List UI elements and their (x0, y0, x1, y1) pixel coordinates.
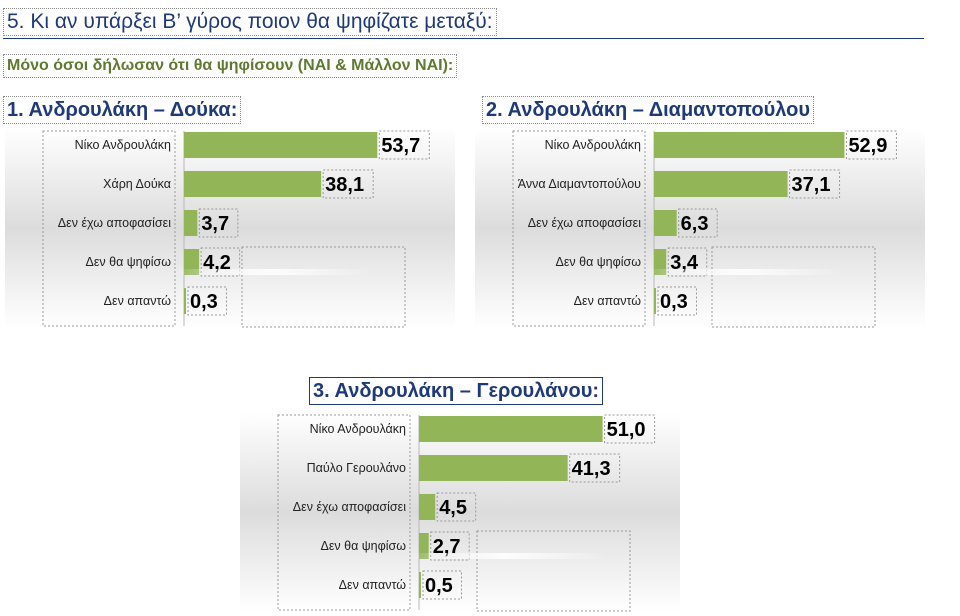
chart-1-value-label: 4,2 (203, 252, 231, 274)
chart-1-value-box (378, 130, 430, 160)
chart-2-bar (654, 132, 845, 158)
chart-1-category-label: Δεν θα ψηφίσω (85, 255, 171, 269)
chart-2-title: 2. Ανδρουλάκη – Διαμαντοπούλου (482, 96, 814, 124)
chart-1-category-label: Δεν έχω αποφασίσει (58, 216, 171, 230)
chart-2-bar (654, 249, 667, 275)
chart-3-bar (419, 533, 429, 559)
chart-1-value-label: 3,7 (201, 213, 229, 235)
chart-1-value-box (200, 247, 241, 277)
chart-2-value-box (657, 286, 697, 316)
chart-3-value-label: 51,0 (607, 419, 646, 441)
page-title: 5. Κι αν υπάρξει Β’ γύρος ποιον θα ψηφίζ… (3, 8, 497, 36)
chart-2-bar (654, 210, 677, 236)
chart-2-category-label: Δεν έχω αποφασίσει (528, 216, 641, 230)
chart-1-category-label: Νίκο Ανδρουλάκη (75, 138, 171, 152)
chart-2-category-label: Νίκο Ανδρουλάκη (545, 138, 641, 152)
page-subtitle: Μόνο όσοι δήλωσαν ότι θα ψηφίσουν (ΝΑΙ &… (3, 54, 458, 78)
chart-3-category-label: Δεν θα ψηφίσω (320, 539, 406, 553)
chart-3-bar (419, 494, 436, 520)
chart-3-category-label: Δεν έχω αποφασίσει (293, 500, 406, 514)
chart-1-value-box (322, 169, 374, 199)
chart-3-value-box (569, 453, 621, 483)
chart-2-bar (654, 288, 656, 314)
chart-1-bar (184, 132, 378, 158)
chart-3-decor-box (476, 530, 631, 612)
chart-1-label-area (42, 130, 176, 327)
chart-3-value-box (422, 570, 462, 600)
chart-3-bar (419, 416, 603, 442)
chart-2-value-label: 6,3 (681, 213, 709, 235)
chart-1-category-label: Χάρη Δούκα (103, 177, 171, 191)
chart-2-decor-box (711, 246, 876, 328)
chart-2-value-label: 0,3 (660, 291, 688, 313)
chart-3: Νίκο Ανδρουλάκη 51,0 Παύλο Γερουλάνο 41,3 Δε… (240, 412, 680, 612)
chart-3-category-label: Παύλο Γερουλάνο (307, 461, 406, 475)
chart-3-label-area (277, 414, 411, 611)
chart-3-value-label: 2,7 (433, 536, 461, 558)
chart-2-category-label: Άννα Διαμαντοπούλου (518, 177, 641, 191)
chart-1-value-label: 53,7 (381, 135, 420, 157)
chart-2: Νίκο Ανδρουλάκη 52,9 Άννα Διαμαντοπούλου 37… (475, 128, 925, 328)
chart-1-title: 1. Ανδρουλάκη – Δούκα: (3, 96, 242, 124)
chart-2-label-area (512, 130, 646, 327)
chart-2-shine (640, 269, 843, 275)
chart-1-bar (184, 171, 322, 197)
chart-1-value-label: 38,1 (325, 174, 364, 196)
chart-3-bar (419, 572, 421, 598)
chart-2-value-box (678, 208, 718, 238)
chart-1-value-box (187, 286, 227, 316)
title-divider (3, 38, 924, 39)
chart-2-value-label: 52,9 (848, 135, 887, 157)
chart-2-value-box (667, 247, 708, 277)
chart-3-value-box (604, 414, 656, 444)
chart-3-value-label: 41,3 (572, 458, 611, 480)
chart-3-shine (405, 553, 608, 559)
chart-3-title: 3. Ανδρουλάκη – Γερουλάνου: (309, 377, 604, 405)
chart-2-value-label: 3,4 (670, 252, 699, 274)
chart-2-category-label: Δεν θα ψηφίσω (555, 255, 641, 269)
chart-3-value-label: 0,5 (425, 575, 453, 597)
chart-3-category-label: Δεν απαντώ (339, 578, 407, 592)
chart-1-bar (184, 249, 200, 275)
chart-1-value-label: 0,3 (190, 291, 218, 313)
chart-3-value-label: 4,5 (439, 497, 467, 519)
chart-1-bar (184, 288, 186, 314)
chart-1-background (5, 128, 455, 328)
chart-1-value-box (198, 208, 239, 238)
chart-2-value-box (845, 130, 897, 160)
chart-1-decor-box (241, 246, 406, 328)
chart-3-value-box (430, 531, 470, 561)
chart-2-value-label: 37,1 (792, 174, 831, 196)
chart-3-background (240, 412, 680, 612)
chart-3-bar (419, 455, 568, 481)
chart-1: Νίκο Ανδρουλάκη 53,7 Χάρη Δούκα 38,1 Δεν έχω… (5, 128, 455, 328)
chart-1-bar (184, 210, 198, 236)
chart-1-shine (170, 269, 373, 275)
chart-3-value-box (436, 492, 477, 522)
chart-3-category-label: Νίκο Ανδρουλάκη (310, 422, 406, 436)
chart-2-category-label: Δεν απαντώ (574, 294, 642, 308)
chart-2-background (475, 128, 925, 328)
chart-2-bar (654, 171, 788, 197)
chart-1-category-label: Δεν απαντώ (104, 294, 172, 308)
chart-2-value-box (789, 169, 841, 199)
